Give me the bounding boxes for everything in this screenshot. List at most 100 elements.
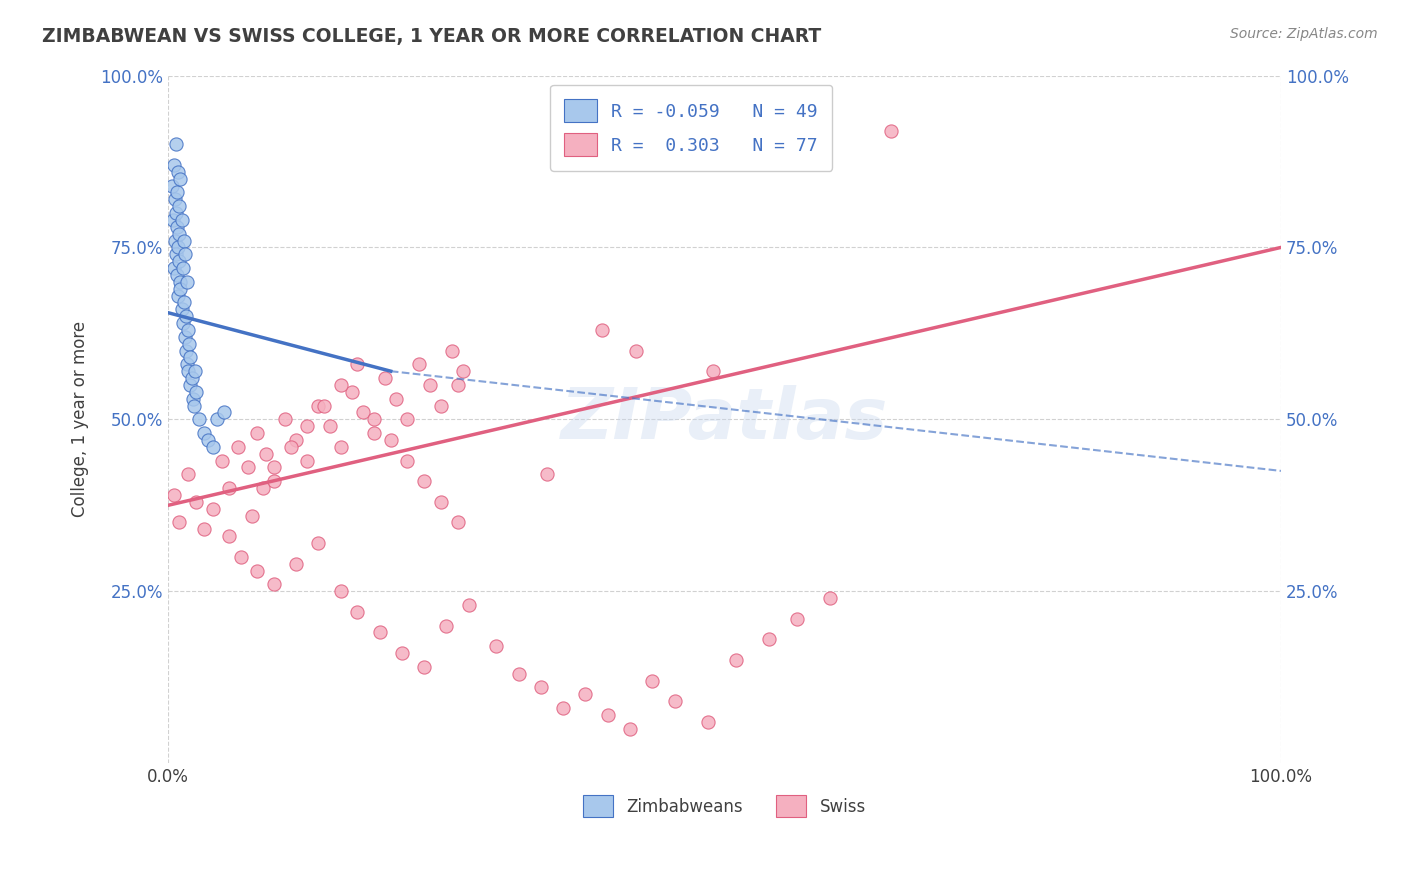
- Point: [229, 549, 252, 564]
- Point: [285, 557, 308, 571]
- Point: [363, 426, 385, 441]
- Point: [446, 516, 468, 530]
- Point: [163, 158, 186, 172]
- Point: [430, 495, 453, 509]
- Point: [193, 522, 215, 536]
- Point: [180, 371, 202, 385]
- Point: [508, 666, 530, 681]
- Point: [451, 364, 474, 378]
- Point: [174, 247, 197, 261]
- Point: [169, 282, 191, 296]
- Point: [173, 295, 195, 310]
- Point: [307, 536, 329, 550]
- Point: [446, 378, 468, 392]
- Point: [169, 171, 191, 186]
- Point: [280, 440, 302, 454]
- Point: [434, 618, 457, 632]
- Point: [786, 612, 808, 626]
- Point: [391, 646, 413, 660]
- Point: [197, 433, 219, 447]
- Point: [329, 378, 352, 392]
- Point: [218, 529, 240, 543]
- Point: [396, 412, 419, 426]
- Point: [641, 673, 664, 688]
- Point: [183, 399, 205, 413]
- Point: [166, 219, 188, 234]
- Point: [169, 275, 191, 289]
- Y-axis label: College, 1 year or more: College, 1 year or more: [72, 321, 89, 517]
- Point: [172, 316, 194, 330]
- Point: [201, 501, 224, 516]
- Point: [263, 474, 285, 488]
- Point: [440, 343, 463, 358]
- Point: [238, 460, 260, 475]
- Point: [169, 199, 191, 213]
- Point: [184, 364, 207, 378]
- Point: [574, 687, 596, 701]
- Legend: Zimbabweans, Swiss: Zimbabweans, Swiss: [576, 789, 873, 823]
- Point: [368, 625, 391, 640]
- Point: [263, 577, 285, 591]
- Point: [413, 474, 436, 488]
- Point: [758, 632, 780, 647]
- Point: [297, 453, 319, 467]
- Point: [724, 653, 747, 667]
- Point: [312, 399, 335, 413]
- Point: [188, 412, 211, 426]
- Point: [374, 371, 396, 385]
- Point: [173, 234, 195, 248]
- Point: [457, 598, 479, 612]
- Point: [174, 343, 197, 358]
- Point: [166, 268, 188, 282]
- Point: [184, 495, 207, 509]
- Point: [169, 254, 191, 268]
- Point: [307, 399, 329, 413]
- Point: [174, 309, 197, 323]
- Point: [246, 426, 269, 441]
- Point: [240, 508, 263, 523]
- Point: [181, 392, 204, 406]
- Point: [184, 384, 207, 399]
- Point: [193, 426, 215, 441]
- Point: [177, 323, 200, 337]
- Point: [167, 240, 190, 254]
- Point: [396, 453, 419, 467]
- Point: [174, 330, 197, 344]
- Point: [363, 412, 385, 426]
- Point: [226, 440, 249, 454]
- Point: [162, 213, 184, 227]
- Point: [170, 213, 193, 227]
- Point: [596, 708, 619, 723]
- Point: [211, 453, 233, 467]
- Point: [591, 323, 613, 337]
- Point: [274, 412, 297, 426]
- Point: [254, 447, 277, 461]
- Point: [329, 584, 352, 599]
- Point: [163, 192, 186, 206]
- Point: [246, 564, 269, 578]
- Point: [696, 714, 718, 729]
- Point: [352, 405, 374, 419]
- Point: [167, 288, 190, 302]
- Point: [530, 681, 553, 695]
- Point: [297, 419, 319, 434]
- Point: [624, 343, 647, 358]
- Point: [170, 302, 193, 317]
- Point: [201, 440, 224, 454]
- Point: [380, 433, 402, 447]
- Point: [408, 357, 430, 371]
- Point: [536, 467, 558, 482]
- Point: [177, 467, 200, 482]
- Point: [179, 351, 201, 365]
- Point: [329, 440, 352, 454]
- Point: [205, 412, 228, 426]
- Point: [553, 701, 575, 715]
- Point: [176, 275, 198, 289]
- Point: [167, 165, 190, 179]
- Point: [664, 694, 686, 708]
- Point: [385, 392, 408, 406]
- Point: [340, 384, 363, 399]
- Point: [165, 247, 187, 261]
- Point: [820, 591, 842, 606]
- Point: [346, 605, 368, 619]
